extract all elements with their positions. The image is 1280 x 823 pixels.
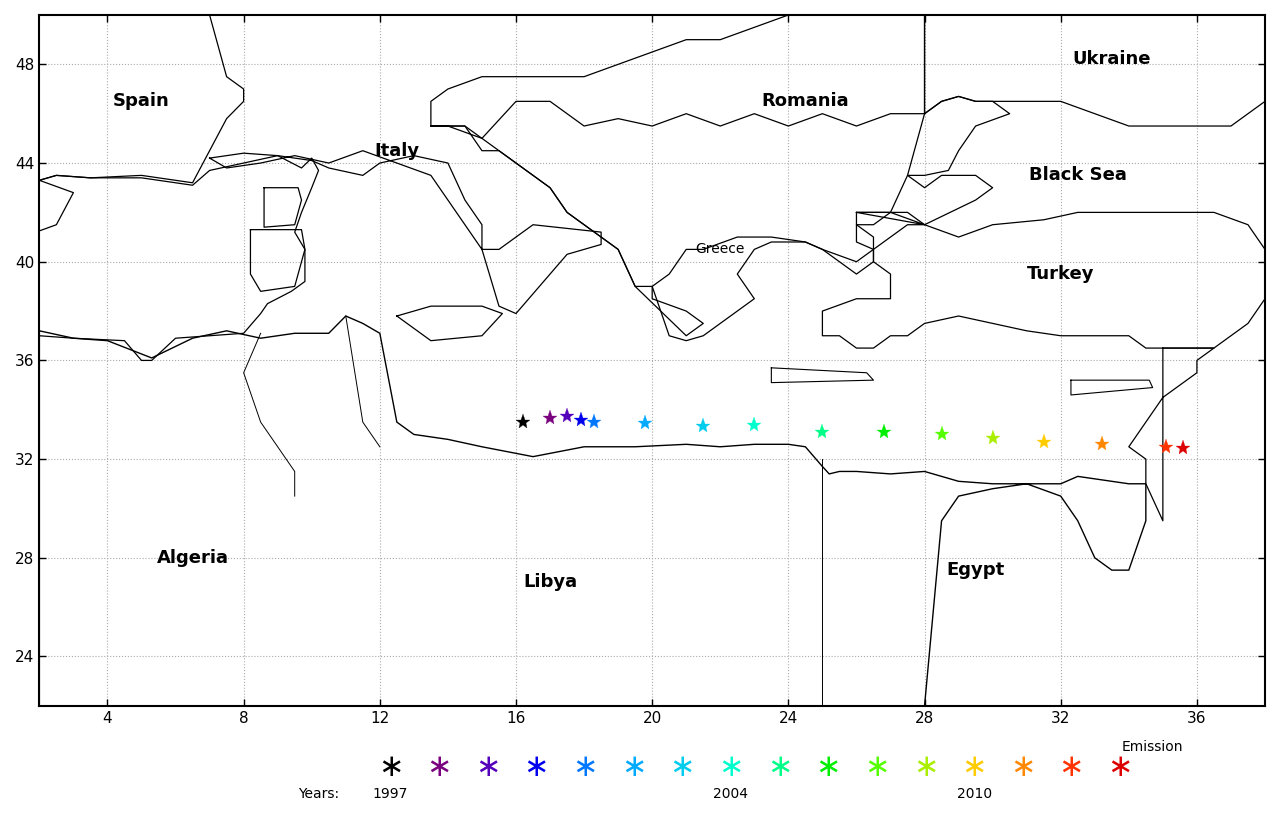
Text: Algeria: Algeria — [156, 549, 229, 567]
Polygon shape — [210, 151, 602, 314]
Text: ∗: ∗ — [961, 752, 987, 782]
Text: ∗: ∗ — [767, 752, 792, 782]
Polygon shape — [264, 188, 302, 227]
Polygon shape — [1129, 348, 1213, 521]
Text: Turkey: Turkey — [1027, 265, 1094, 283]
Text: ∗: ∗ — [669, 752, 695, 782]
Polygon shape — [251, 230, 305, 291]
Text: ∗: ∗ — [572, 752, 598, 782]
Text: ∗: ∗ — [524, 752, 549, 782]
Text: Ukraine: Ukraine — [1073, 50, 1151, 68]
Text: Greece: Greece — [695, 243, 745, 257]
Text: ∗: ∗ — [378, 752, 403, 782]
Text: Emission: Emission — [1121, 740, 1183, 755]
Polygon shape — [823, 212, 1265, 348]
Text: ∗: ∗ — [718, 752, 744, 782]
Text: ∗: ∗ — [864, 752, 890, 782]
Text: ∗: ∗ — [815, 752, 841, 782]
Text: Italy: Italy — [374, 142, 420, 160]
Polygon shape — [0, 156, 319, 360]
Text: Romania: Romania — [762, 92, 849, 110]
Polygon shape — [431, 96, 1010, 341]
Text: 1997: 1997 — [372, 787, 408, 802]
Text: ∗: ∗ — [426, 752, 452, 782]
Polygon shape — [40, 15, 924, 336]
Polygon shape — [1071, 380, 1153, 395]
Text: ∗: ∗ — [1010, 752, 1036, 782]
Polygon shape — [924, 15, 1265, 126]
Text: Libya: Libya — [524, 574, 577, 592]
Text: ∗: ∗ — [475, 752, 500, 782]
Polygon shape — [40, 15, 1265, 706]
Text: Spain: Spain — [113, 92, 170, 110]
Text: ∗: ∗ — [1107, 752, 1133, 782]
Text: ∗: ∗ — [1059, 752, 1084, 782]
Polygon shape — [40, 316, 1146, 706]
Polygon shape — [772, 368, 873, 383]
Text: ∗: ∗ — [913, 752, 938, 782]
Text: 2004: 2004 — [713, 787, 749, 802]
Text: Years:: Years: — [298, 787, 339, 802]
Polygon shape — [40, 15, 243, 183]
Text: Black Sea: Black Sea — [1029, 166, 1126, 184]
Text: ∗: ∗ — [621, 752, 646, 782]
Polygon shape — [397, 306, 502, 341]
Text: 2010: 2010 — [956, 787, 992, 802]
Text: Egypt: Egypt — [946, 561, 1005, 579]
